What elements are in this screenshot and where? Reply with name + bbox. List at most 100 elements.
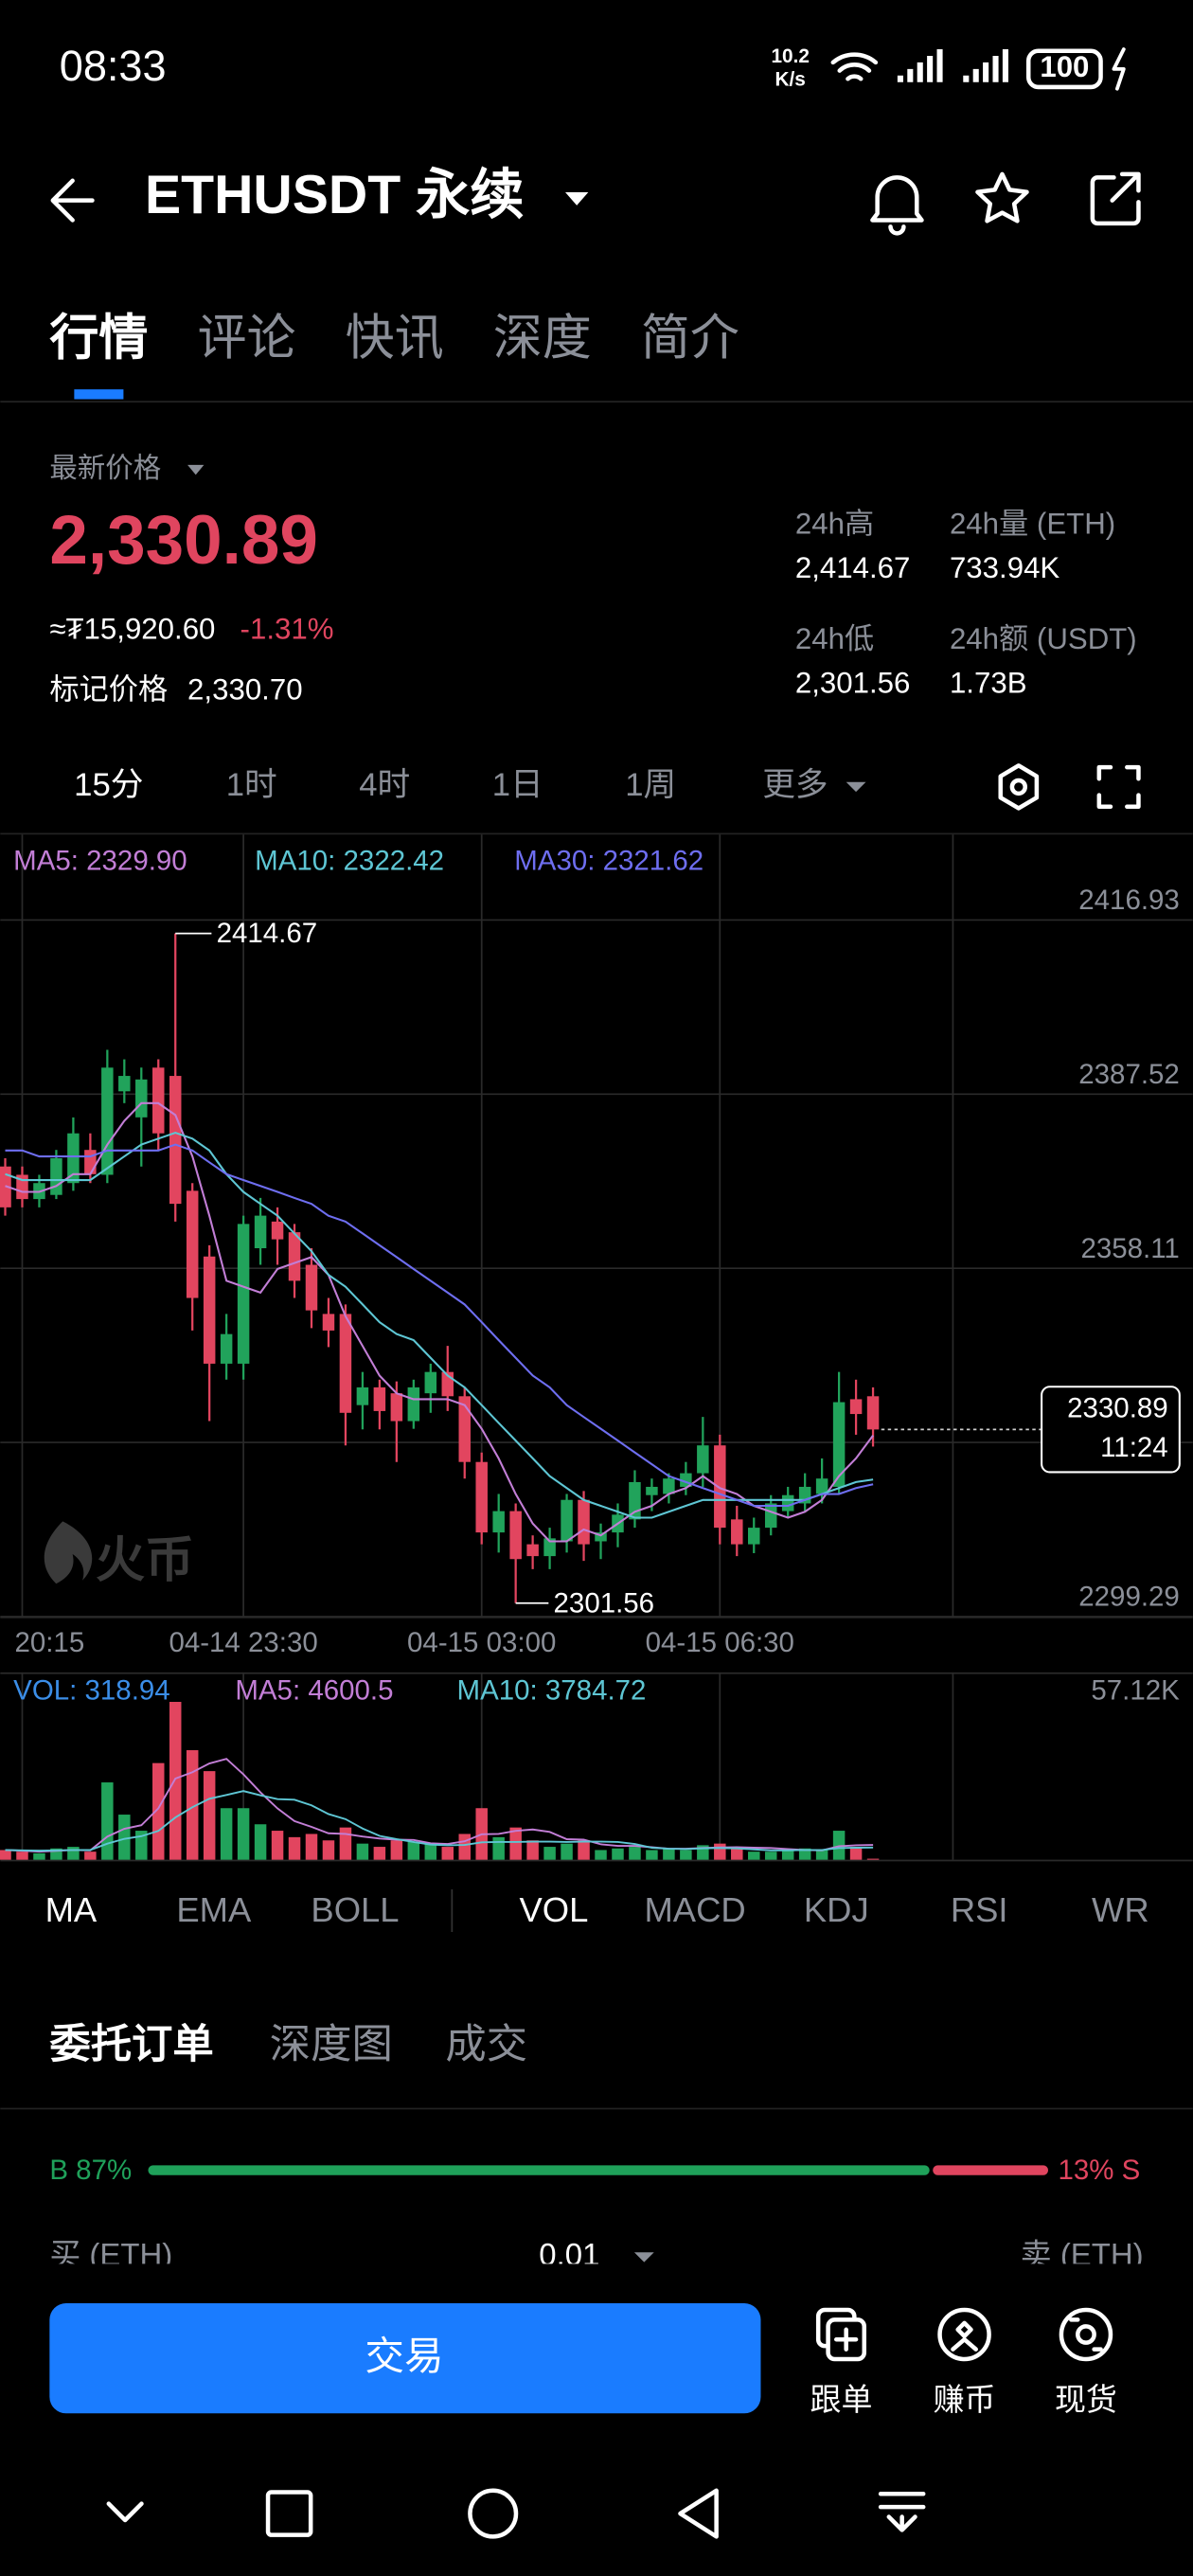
- volume-bar: [561, 1843, 573, 1860]
- settings-icon-center: [1009, 778, 1028, 796]
- ma-line: [5, 1131, 874, 1519]
- price-tag-value: 2330.89: [1067, 1392, 1168, 1423]
- nav-bar-part[interactable]: [106, 2501, 144, 2523]
- volume-bar: [492, 1836, 505, 1860]
- volume-bar: [203, 1771, 216, 1860]
- indicator-tab[interactable]: MA: [45, 1890, 98, 1929]
- indicator-tab[interactable]: EMA: [176, 1890, 252, 1929]
- volume-bar: [748, 1852, 760, 1860]
- candle-body: [135, 1079, 148, 1118]
- interval[interactable]: 更多: [762, 766, 828, 803]
- interval[interactable]: 1日: [492, 767, 543, 803]
- stat-value: 733.94K: [950, 551, 1059, 584]
- indicator-tab[interactable]: MACD: [644, 1890, 745, 1929]
- ratio-bar: B 87% 13% S: [49, 2155, 1140, 2186]
- favorite-icon[interactable]: [975, 171, 1029, 224]
- symbol-dropdown[interactable]: [565, 191, 589, 206]
- action-icons-part[interactable]: [1076, 2324, 1096, 2345]
- candle-body: [424, 1371, 437, 1394]
- share-icon[interactable]: [1090, 171, 1141, 226]
- candle-body: [101, 1067, 114, 1175]
- active-tab-indicator: [74, 389, 124, 400]
- legend-entry: VOL: 318.94: [13, 1675, 169, 1707]
- candle-body: [322, 1314, 335, 1331]
- indicator-tab[interactable]: WR: [1092, 1890, 1149, 1929]
- interval[interactable]: 4时: [359, 767, 410, 803]
- nav-bar-part[interactable]: [265, 2490, 313, 2537]
- status-time: 08:33: [60, 42, 167, 90]
- candle-body: [561, 1499, 573, 1542]
- volume-ma-line: [5, 1790, 874, 1852]
- interval[interactable]: 1周: [625, 767, 676, 803]
- volume-chart: 57.12K VOL: 318.94 MA5: 4600.5 MA10: 3784.7…: [0, 1675, 1180, 1860]
- tab[interactable]: 简介: [641, 312, 739, 367]
- volume-bar: [578, 1840, 590, 1860]
- volume-bar: [866, 1858, 880, 1860]
- tab[interactable]: 快讯: [346, 312, 444, 367]
- net-unit: K/s: [775, 69, 806, 91]
- more-dropdown[interactable]: [846, 781, 866, 793]
- action-icons-part[interactable]: [834, 2327, 859, 2352]
- order-tab[interactable]: 委托订单: [49, 2022, 213, 2067]
- settings-icon[interactable]: [998, 763, 1040, 811]
- fullscreen-icon[interactable]: [1096, 764, 1141, 809]
- trade-button[interactable]: [49, 2303, 761, 2414]
- action-label[interactable]: 赚币: [934, 2382, 996, 2417]
- action-icons[interactable]: [815, 2307, 1113, 2362]
- ma-line: [5, 1101, 874, 1543]
- watermark: 火币: [96, 1533, 194, 1588]
- precision-dropdown[interactable]: [633, 2252, 654, 2263]
- volume-bar: [441, 1847, 454, 1860]
- candle-body: [169, 1076, 182, 1205]
- nav-bar-part[interactable]: [678, 2488, 719, 2539]
- volume-bar: [390, 1840, 403, 1860]
- price-tag: [1041, 1386, 1181, 1474]
- volume-bar: [663, 1848, 675, 1860]
- volume-bar: [254, 1824, 267, 1860]
- order-tab[interactable]: 深度图: [270, 2022, 393, 2067]
- volume-bar: [629, 1847, 641, 1860]
- trade-button-label[interactable]: 交易: [365, 2334, 443, 2378]
- volume-bar: [271, 1831, 284, 1860]
- nav-bar[interactable]: [106, 2488, 926, 2539]
- volume-bar: [832, 1831, 846, 1860]
- indicator-tab[interactable]: BOLL: [311, 1890, 399, 1929]
- volume-bar: [458, 1834, 471, 1860]
- y-tick-label: 57.12K: [1091, 1675, 1180, 1707]
- action-icons-part[interactable]: [1059, 2307, 1113, 2362]
- action-icons-part[interactable]: [937, 2307, 991, 2362]
- volume-bar: [849, 1847, 863, 1860]
- indicator-bar: MA EMA BOLL VOL MACD KDJ RSI WR: [45, 1890, 1149, 1929]
- volume-bar: [84, 1852, 97, 1860]
- volume-bar: [781, 1850, 794, 1860]
- indicator-tab[interactable]: KDJ: [804, 1890, 869, 1929]
- candle-body: [390, 1393, 403, 1422]
- alert-icon[interactable]: [870, 175, 924, 236]
- candle-body: [373, 1386, 386, 1411]
- candle-body: [714, 1445, 726, 1529]
- action-label[interactable]: 现货: [1055, 2382, 1117, 2417]
- action-icons-part[interactable]: [1069, 2317, 1103, 2352]
- order-tab[interactable]: 成交: [445, 2022, 527, 2067]
- stat-value: 2,414.67: [795, 551, 911, 584]
- candle-body: [339, 1314, 352, 1413]
- interval[interactable]: 1时: [226, 767, 277, 803]
- tab[interactable]: 深度: [493, 312, 592, 367]
- back-button[interactable]: [50, 178, 95, 223]
- tab[interactable]: 评论: [197, 312, 295, 367]
- action-label[interactable]: 跟单: [810, 2382, 873, 2417]
- interval[interactable]: 15分: [74, 767, 143, 803]
- indicator-tab[interactable]: VOL: [519, 1890, 588, 1929]
- tab[interactable]: 行情: [49, 312, 148, 367]
- candle-body: [186, 1190, 199, 1298]
- nav-bar-part[interactable]: [468, 2488, 519, 2539]
- volume-bar: [798, 1848, 811, 1860]
- symbol-title[interactable]: ETHUSDT 永续: [145, 165, 525, 225]
- volume-bar: [101, 1782, 114, 1860]
- action-icons-part[interactable]: [951, 2320, 978, 2352]
- nav-bar-part[interactable]: [878, 2492, 926, 2532]
- stat-label: 24h高: [795, 507, 874, 540]
- price-dropdown[interactable]: [187, 464, 205, 475]
- volume-bar: [373, 1847, 386, 1860]
- indicator-tab[interactable]: RSI: [951, 1890, 1008, 1929]
